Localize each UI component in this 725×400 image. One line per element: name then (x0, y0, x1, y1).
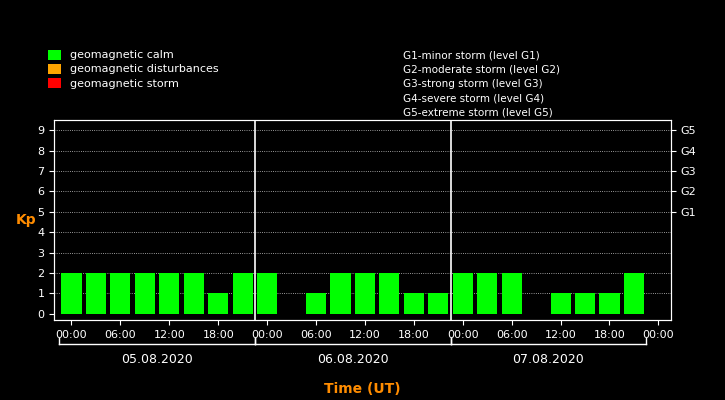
Bar (86, 273, 106, 314)
Text: G5-extreme storm (level G5): G5-extreme storm (level G5) (402, 108, 552, 118)
Text: 05.08.2020: 05.08.2020 (121, 353, 193, 366)
Text: G4-severe storm (level G4): G4-severe storm (level G4) (402, 93, 544, 103)
Bar (331, 273, 350, 314)
Bar (183, 273, 204, 314)
Bar (110, 273, 130, 314)
Legend: geomagnetic calm, geomagnetic disturbances, geomagnetic storm: geomagnetic calm, geomagnetic disturbanc… (48, 50, 218, 88)
Bar (428, 294, 448, 314)
Bar (233, 273, 253, 314)
Bar (257, 273, 277, 314)
Bar (452, 273, 473, 314)
Bar (306, 294, 326, 314)
Bar (575, 294, 595, 314)
Bar (502, 273, 522, 314)
Bar (355, 273, 375, 314)
Bar (135, 273, 155, 314)
Bar (62, 273, 81, 314)
Text: 07.08.2020: 07.08.2020 (513, 353, 584, 366)
Text: G3-strong storm (level G3): G3-strong storm (level G3) (402, 79, 542, 89)
Bar (477, 273, 497, 314)
Text: G1-minor storm (level G1): G1-minor storm (level G1) (402, 50, 539, 60)
Bar (404, 294, 424, 314)
Bar (160, 273, 179, 314)
Bar (600, 294, 620, 314)
Bar (624, 273, 644, 314)
Text: 06.08.2020: 06.08.2020 (317, 353, 389, 366)
Bar (208, 294, 228, 314)
Text: G2-moderate storm (level G2): G2-moderate storm (level G2) (402, 64, 560, 74)
Bar (379, 273, 399, 314)
Bar (550, 294, 571, 314)
Y-axis label: Kp: Kp (16, 213, 37, 227)
Text: Time (UT): Time (UT) (324, 382, 401, 396)
